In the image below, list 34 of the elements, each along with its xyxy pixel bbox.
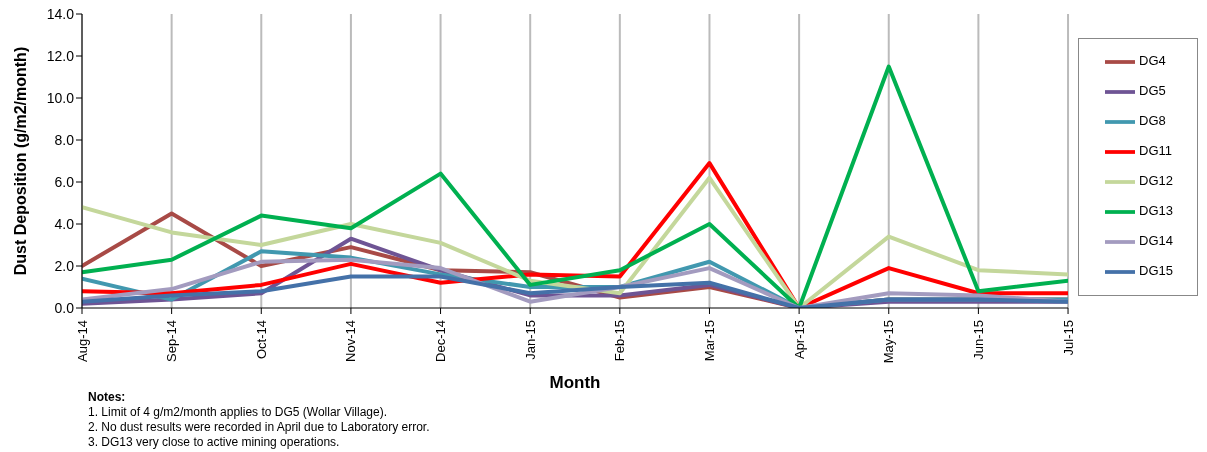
y-tick-label: 8.0 [54,131,75,148]
x-tick-label: Dec-14 [433,320,449,362]
y-tick-label: 2.0 [54,257,75,274]
y-tick-label: 10.0 [46,89,75,106]
y-tick-label: 4.0 [54,215,75,232]
x-tick-label: Nov-14 [343,320,359,362]
y-tick-label: 12.0 [46,47,75,64]
legend-label: DG5 [1139,83,1166,99]
legend-label: DG13 [1139,203,1173,219]
y-tick-label: 0.0 [54,299,75,316]
x-tick-label: Sep-14 [164,320,180,362]
x-tick-label: May-15 [881,320,897,364]
y-tick-label: 14.0 [46,5,75,22]
x-tick-label: Apr-15 [791,320,807,360]
legend-label: DG14 [1139,233,1173,249]
legend-label: DG12 [1139,173,1173,189]
y-axis-title: Dust Deposition (g/m2/month) [11,46,29,276]
legend-label: DG11 [1139,143,1173,159]
x-tick-label: Jan-15 [522,320,538,360]
text: Notes: [88,390,126,404]
legend-label: DG4 [1139,53,1166,69]
x-tick-label: Jul-15 [1060,320,1076,356]
text: 3. DG13 very close to active mining operations. [88,435,341,450]
text: 1. Limit of 4 g/m2/month applies to DG5 (Wollar Village). [88,405,389,420]
x-tick-label: Feb-15 [612,320,628,362]
x-tick-label: Jun-15 [970,320,986,360]
legend-label: DG8 [1139,113,1166,129]
x-tick-label: Oct-14 [253,320,269,360]
x-tick-label: Mar-15 [701,320,717,362]
text: 2. No dust results were recorded in April due to Laboratory error. [88,420,431,435]
x-tick-label: Aug-14 [74,320,90,362]
x-axis-title: Month [549,373,601,392]
legend-label: DG15 [1139,263,1173,279]
y-tick-label: 6.0 [54,173,75,190]
